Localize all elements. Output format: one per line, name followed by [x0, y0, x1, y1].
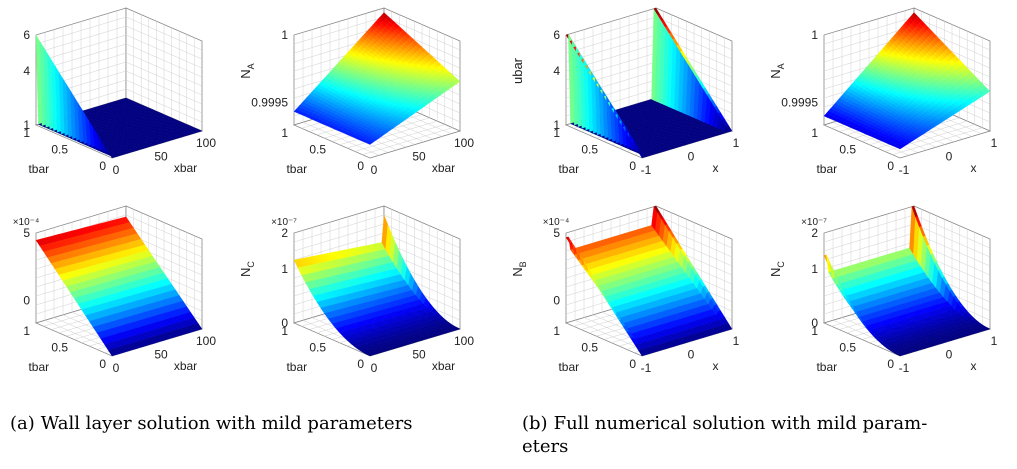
z-tick-label: 6 — [23, 28, 30, 42]
y-tick-label: 1 — [23, 126, 30, 140]
x-tick-label: 100 — [196, 136, 216, 150]
z-tick-label: 4 — [553, 64, 560, 78]
z-tick-label: 1 — [281, 262, 288, 276]
grid-line — [125, 34, 203, 69]
y-tick-label: 0.5 — [51, 143, 68, 157]
grid-line — [383, 16, 461, 51]
grid-line — [125, 214, 203, 249]
z-axis-label: NC — [238, 261, 256, 277]
x-tick-label: 50 — [412, 348, 426, 362]
x-tick-label: 50 — [154, 150, 168, 164]
z-tick-label: 5 — [23, 226, 30, 240]
x-tick-label: 50 — [154, 348, 168, 362]
y-tick-label: 0 — [99, 159, 106, 173]
y-axis-label: tbar — [286, 360, 307, 374]
x-tick-label: 50 — [412, 150, 426, 164]
y-tick-label: 0.5 — [581, 143, 598, 157]
y-tick-label: 0 — [357, 159, 364, 173]
x-tick-label: 0 — [688, 150, 695, 164]
x-tick-label: 100 — [454, 136, 474, 150]
y-tick-label: 0 — [357, 357, 364, 371]
y-tick-label: 0.5 — [51, 341, 68, 355]
z-exponent-label: ×10⁻⁷ — [271, 217, 297, 228]
x-tick-label: 0 — [113, 361, 120, 375]
x-axis-label: xbar — [432, 359, 455, 373]
x-tick-label: 100 — [196, 334, 216, 348]
grid-line — [293, 16, 385, 45]
x-axis-label: xbar — [174, 161, 197, 175]
z-tick-label: 2 — [281, 226, 288, 240]
x-tick-label: 0 — [371, 361, 378, 375]
surface-panel-2: 0 50 100 0 0.5 1 0.9995 1 xbar tbar NA — [238, 7, 474, 177]
grid-line — [35, 16, 127, 45]
grid-line — [125, 52, 203, 87]
y-axis-label: tbar — [28, 360, 49, 374]
z-tick-label: 0 — [281, 316, 288, 330]
z-exponent-label: ×10⁻⁴ — [13, 217, 40, 228]
x-tick-label: 0 — [113, 163, 120, 177]
x-axis-label: x — [713, 161, 719, 175]
y-tick-label: 0 — [99, 357, 106, 371]
z-tick-label: 1 — [281, 28, 288, 42]
y-axis-label: tbar — [28, 162, 49, 176]
surface-patch — [453, 77, 461, 84]
y-axis-label: tbar — [558, 162, 579, 176]
x-tick-label: -1 — [641, 163, 652, 177]
x-tick-label: 1 — [733, 136, 740, 150]
grid-line — [125, 25, 203, 60]
y-axis-label: tbar — [286, 162, 307, 176]
grid-line — [35, 34, 127, 63]
grid-line — [125, 223, 203, 258]
y-tick-label: 1 — [23, 324, 30, 338]
z-axis-label: ubar — [510, 57, 525, 84]
x-axis-label: xbar — [174, 359, 197, 373]
z-tick-label: 1 — [23, 118, 30, 132]
surface-patch — [195, 129, 203, 132]
z-tick-label: 4 — [23, 64, 30, 78]
grid-line — [125, 43, 203, 78]
grid-line — [125, 16, 203, 51]
z-axis-label: NA — [238, 63, 256, 78]
grid-line — [35, 25, 127, 54]
y-tick-label: 0 — [629, 159, 636, 173]
y-tick-label: 0.5 — [309, 143, 326, 157]
z-tick-label: 0.9995 — [251, 96, 288, 110]
y-tick-label: 1 — [281, 126, 288, 140]
z-tick-label: 1 — [553, 118, 560, 132]
z-tick-label: 0 — [23, 294, 30, 308]
x-axis-label: xbar — [432, 161, 455, 175]
x-tick-label: 100 — [454, 334, 474, 348]
y-tick-label: 0.5 — [309, 341, 326, 355]
x-tick-label: 0 — [371, 163, 378, 177]
z-tick-label: 6 — [553, 28, 560, 42]
